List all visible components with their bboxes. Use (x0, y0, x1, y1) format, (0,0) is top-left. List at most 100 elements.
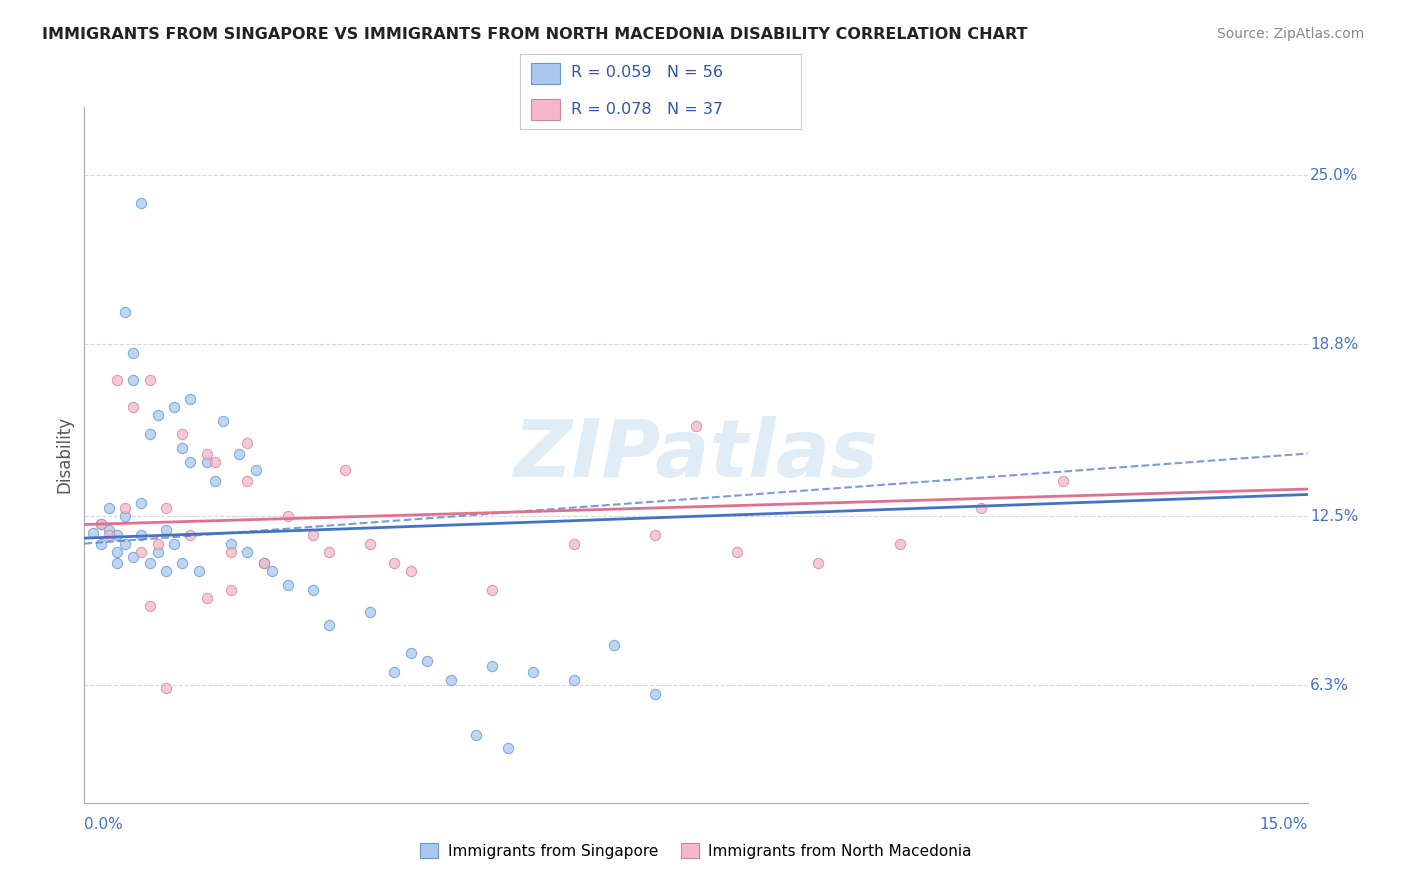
Point (253, 556, 276, 570)
Point (131, 545, 153, 559)
Point (481, 582, 503, 597)
Point (146, 409, 169, 423)
Point (122, 373, 145, 387)
Point (481, 659, 503, 673)
Point (122, 345, 145, 359)
Point (685, 419, 707, 434)
Point (155, 523, 177, 537)
Point (179, 392, 201, 406)
Text: 25.0%: 25.0% (1310, 168, 1358, 183)
Text: IMMIGRANTS FROM SINGAPORE VS IMMIGRANTS FROM NORTH MACEDONIA DISABILITY CORRELAT: IMMIGRANTS FROM SINGAPORE VS IMMIGRANTS … (42, 27, 1028, 42)
Point (195, 591, 218, 606)
Point (399, 646, 422, 660)
Point (277, 577, 299, 591)
Y-axis label: Disability: Disability (55, 417, 73, 493)
Point (562, 536, 585, 550)
Point (82, 525, 104, 540)
Point (498, 741, 520, 756)
Point (122, 550, 145, 565)
Point (236, 435, 259, 450)
Point (219, 545, 242, 559)
Bar (531, 99, 560, 120)
Point (90, 536, 112, 550)
Point (603, 638, 626, 652)
Point (228, 446, 250, 460)
Point (318, 87, 340, 101)
Legend: Immigrants from Singapore, Immigrants from North Macedonia: Immigrants from Singapore, Immigrants fr… (413, 837, 979, 864)
Point (114, 536, 136, 550)
Point (163, 536, 186, 550)
Point (318, 618, 340, 632)
Point (105, 556, 128, 570)
Point (105, 373, 128, 387)
Point (195, 446, 218, 460)
Text: 18.8%: 18.8% (1310, 337, 1358, 352)
Point (131, 528, 153, 542)
Text: R = 0.078   N = 37: R = 0.078 N = 37 (571, 102, 723, 117)
Point (970, 501, 993, 516)
Point (335, 463, 357, 477)
Point (146, 545, 169, 559)
Point (204, 455, 226, 469)
Point (644, 687, 666, 701)
Point (382, 665, 405, 679)
Point (1052, 474, 1074, 488)
Point (359, 605, 381, 619)
Point (253, 556, 276, 570)
Point (219, 582, 242, 597)
Point (219, 536, 242, 550)
Text: ZIPatlas: ZIPatlas (513, 416, 879, 494)
Text: R = 0.059   N = 56: R = 0.059 N = 56 (571, 65, 723, 80)
Point (146, 536, 169, 550)
Point (172, 556, 194, 570)
Point (464, 728, 486, 742)
Point (277, 72, 299, 87)
Point (212, 414, 235, 428)
Point (807, 556, 830, 570)
Point (236, 474, 259, 488)
Point (204, 474, 226, 488)
Point (90, 517, 112, 532)
Point (114, 501, 136, 516)
Point (172, 441, 194, 455)
Point (131, 195, 153, 210)
Point (122, 400, 145, 414)
Point (245, 463, 267, 477)
Point (644, 528, 666, 542)
Point (97, 528, 120, 542)
Point (725, 545, 748, 559)
Point (440, 673, 463, 687)
Point (382, 556, 405, 570)
Point (138, 599, 160, 614)
Point (359, 536, 381, 550)
Point (416, 654, 439, 668)
Point (236, 545, 259, 559)
Point (105, 528, 128, 542)
Point (155, 681, 177, 696)
Point (318, 545, 340, 559)
Point (179, 455, 201, 469)
Point (97, 523, 120, 537)
Text: 6.3%: 6.3% (1310, 678, 1348, 693)
Point (260, 564, 283, 578)
Point (301, 582, 323, 597)
Point (277, 509, 299, 524)
Point (138, 556, 160, 570)
Bar (531, 62, 560, 84)
Point (195, 455, 218, 469)
Point (155, 501, 177, 516)
Text: 12.5%: 12.5% (1310, 508, 1358, 524)
Point (172, 427, 194, 442)
Point (155, 564, 177, 578)
Point (301, 528, 323, 542)
Point (179, 528, 201, 542)
Point (105, 545, 128, 559)
Point (138, 427, 160, 442)
Point (90, 517, 112, 532)
Point (562, 673, 585, 687)
Text: 15.0%: 15.0% (1260, 817, 1308, 831)
Point (889, 536, 911, 550)
Text: 0.0%: 0.0% (84, 817, 124, 831)
Point (138, 373, 160, 387)
Point (522, 665, 544, 679)
